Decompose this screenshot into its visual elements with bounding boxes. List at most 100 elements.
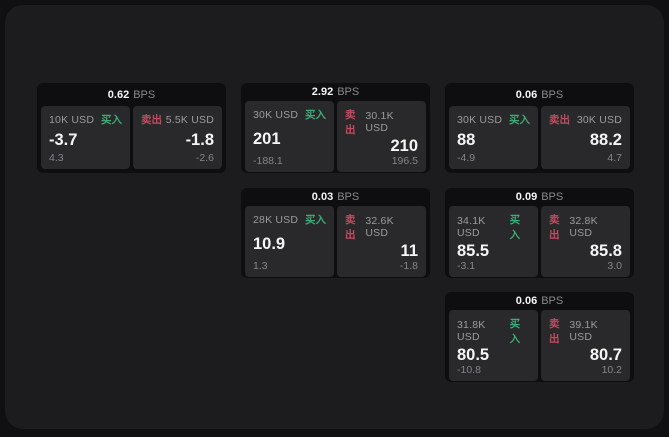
buy-amount: 10K USD	[49, 113, 95, 126]
buy-panel[interactable]: 10K USD 买入 -3.7 4.3	[41, 106, 130, 169]
sell-panel[interactable]: 卖出 30.1K USD 210 196.5	[337, 101, 426, 172]
buy-label: 买入	[305, 214, 326, 226]
quote-card: 0.62 BPS 10K USD 买入 -3.7 4.3 卖出 5.5K USD…	[37, 83, 226, 173]
buy-delta: -4.9	[457, 152, 476, 164]
quote-card: 0.06 BPS 30K USD 买入 88 -4.9 卖出 30K USD 8…	[445, 83, 634, 173]
buy-panel[interactable]: 30K USD 买入 88 -4.9	[449, 106, 538, 169]
sell-panel-header: 卖出 5.5K USD	[141, 112, 214, 127]
buy-amount: 30K USD	[253, 108, 299, 121]
buy-price: 88	[457, 130, 476, 149]
bps-header: 0.06 BPS	[445, 292, 634, 307]
bps-unit-label: BPS	[337, 191, 360, 203]
buy-panel-header: 30K USD 买入	[457, 112, 530, 127]
buy-delta: 1.3	[253, 259, 268, 272]
buy-price: 80.5	[457, 346, 490, 364]
bps-value: 2.92	[311, 86, 334, 98]
sell-price: 11	[400, 242, 418, 260]
bps-unit-label: BPS	[133, 88, 156, 101]
quote-card: 2.92 BPS 30K USD 买入 201 -188.1 卖出 30.1K …	[241, 83, 430, 173]
bps-header: 0.03 BPS	[241, 188, 430, 203]
buy-delta: -10.8	[457, 363, 481, 376]
bps-unit-label: BPS	[541, 191, 564, 203]
sell-price: 80.7	[589, 346, 622, 364]
buy-panel[interactable]: 31.8K USD 买入 80.5 -10.8	[449, 310, 538, 381]
bps-header: 0.62 BPS	[37, 83, 226, 103]
sell-panel-header: 卖出 30.1K USD	[345, 107, 418, 137]
buy-label: 买入	[101, 114, 122, 126]
sell-amount: 39.1K USD	[569, 319, 598, 343]
buy-panel[interactable]: 34.1K USD 买入 85.5 -3.1	[449, 206, 538, 277]
buy-label: 买入	[509, 214, 521, 241]
bps-header: 0.06 BPS	[445, 83, 634, 103]
sell-price: 88.2	[589, 130, 622, 149]
buy-panel-header: 31.8K USD 买入	[457, 316, 530, 346]
sell-panel[interactable]: 卖出 5.5K USD -1.8 -2.6	[133, 106, 222, 169]
sell-price: 210	[390, 137, 418, 155]
buy-price: -3.7	[49, 130, 78, 149]
sell-panel[interactable]: 卖出 32.6K USD 11 -1.8	[337, 206, 426, 277]
buy-delta: -3.1	[457, 259, 476, 272]
sell-panel-header: 卖出 32.6K USD	[345, 212, 418, 242]
sell-price: 85.8	[589, 242, 622, 260]
sell-delta: -2.6	[195, 152, 214, 164]
buy-price: 201	[253, 129, 281, 148]
sell-delta: 4.7	[607, 152, 622, 164]
buy-price: 85.5	[457, 242, 490, 260]
sell-label: 卖出	[345, 109, 356, 136]
bps-unit-label: BPS	[541, 295, 564, 307]
sell-delta: 3.0	[607, 259, 622, 272]
sell-amount: 5.5K USD	[165, 113, 214, 126]
sell-panel-header: 卖出 39.1K USD	[549, 316, 622, 346]
bps-value: 0.09	[515, 191, 538, 203]
sell-amount: 30.1K USD	[365, 110, 394, 134]
bps-value: 0.06	[515, 88, 538, 101]
sell-panel[interactable]: 卖出 32.8K USD 85.8 3.0	[541, 206, 630, 277]
buy-panel-header: 34.1K USD 买入	[457, 212, 530, 242]
sell-panel-header: 卖出 32.8K USD	[549, 212, 622, 242]
buy-label: 买入	[509, 114, 530, 126]
sell-panel[interactable]: 卖出 30K USD 88.2 4.7	[541, 106, 630, 169]
sell-label: 卖出	[549, 318, 560, 345]
bps-header: 0.09 BPS	[445, 188, 634, 203]
sell-label: 卖出	[549, 214, 560, 241]
buy-delta: 4.3	[49, 152, 64, 164]
bps-unit-label: BPS	[337, 86, 360, 98]
sell-delta: 196.5	[391, 154, 418, 167]
buy-label: 买入	[509, 318, 521, 345]
buy-price: 10.9	[253, 234, 286, 253]
buy-amount: 28K USD	[253, 213, 299, 226]
sell-delta: -1.8	[399, 259, 418, 272]
buy-amount: 34.1K USD	[457, 215, 486, 239]
sell-label: 卖出	[345, 214, 356, 241]
buy-label: 买入	[305, 109, 326, 121]
buy-delta: -188.1	[253, 154, 283, 167]
bps-value: 0.03	[311, 191, 334, 203]
sell-panel[interactable]: 卖出 39.1K USD 80.7 10.2	[541, 310, 630, 381]
buy-panel[interactable]: 30K USD 买入 201 -188.1	[245, 101, 334, 172]
sell-amount: 32.6K USD	[365, 215, 394, 239]
sell-panel-header: 卖出 30K USD	[549, 112, 622, 127]
quote-card: 0.06 BPS 31.8K USD 买入 80.5 -10.8 卖出 39.1…	[445, 292, 634, 382]
quote-card: 0.03 BPS 28K USD 买入 10.9 1.3 卖出 32.6K US…	[241, 188, 430, 278]
bps-value: 0.62	[107, 88, 130, 101]
buy-panel-header: 10K USD 买入	[49, 112, 122, 127]
sell-delta: 10.2	[601, 363, 622, 376]
card-body: 28K USD 买入 10.9 1.3 卖出 32.6K USD 11 -1.8	[241, 203, 430, 281]
buy-panel-header: 30K USD 买入	[253, 107, 326, 122]
sell-label: 卖出	[141, 114, 162, 126]
card-body: 34.1K USD 买入 85.5 -3.1 卖出 32.8K USD 85.8…	[445, 203, 634, 281]
sell-amount: 32.8K USD	[569, 215, 598, 239]
card-body: 30K USD 买入 88 -4.9 卖出 30K USD 88.2 4.7	[445, 103, 634, 173]
card-body: 30K USD 买入 201 -188.1 卖出 30.1K USD 210 1…	[241, 98, 430, 176]
card-body: 10K USD 买入 -3.7 4.3 卖出 5.5K USD -1.8 -2.…	[37, 103, 226, 173]
bps-unit-label: BPS	[541, 88, 564, 101]
buy-panel[interactable]: 28K USD 买入 10.9 1.3	[245, 206, 334, 277]
buy-amount: 30K USD	[457, 113, 503, 126]
sell-amount: 30K USD	[576, 113, 622, 126]
buy-panel-header: 28K USD 买入	[253, 212, 326, 227]
card-body: 31.8K USD 买入 80.5 -10.8 卖出 39.1K USD 80.…	[445, 307, 634, 385]
bps-header: 2.92 BPS	[241, 83, 430, 98]
quote-card: 0.09 BPS 34.1K USD 买入 85.5 -3.1 卖出 32.8K…	[445, 188, 634, 278]
buy-amount: 31.8K USD	[457, 319, 486, 343]
